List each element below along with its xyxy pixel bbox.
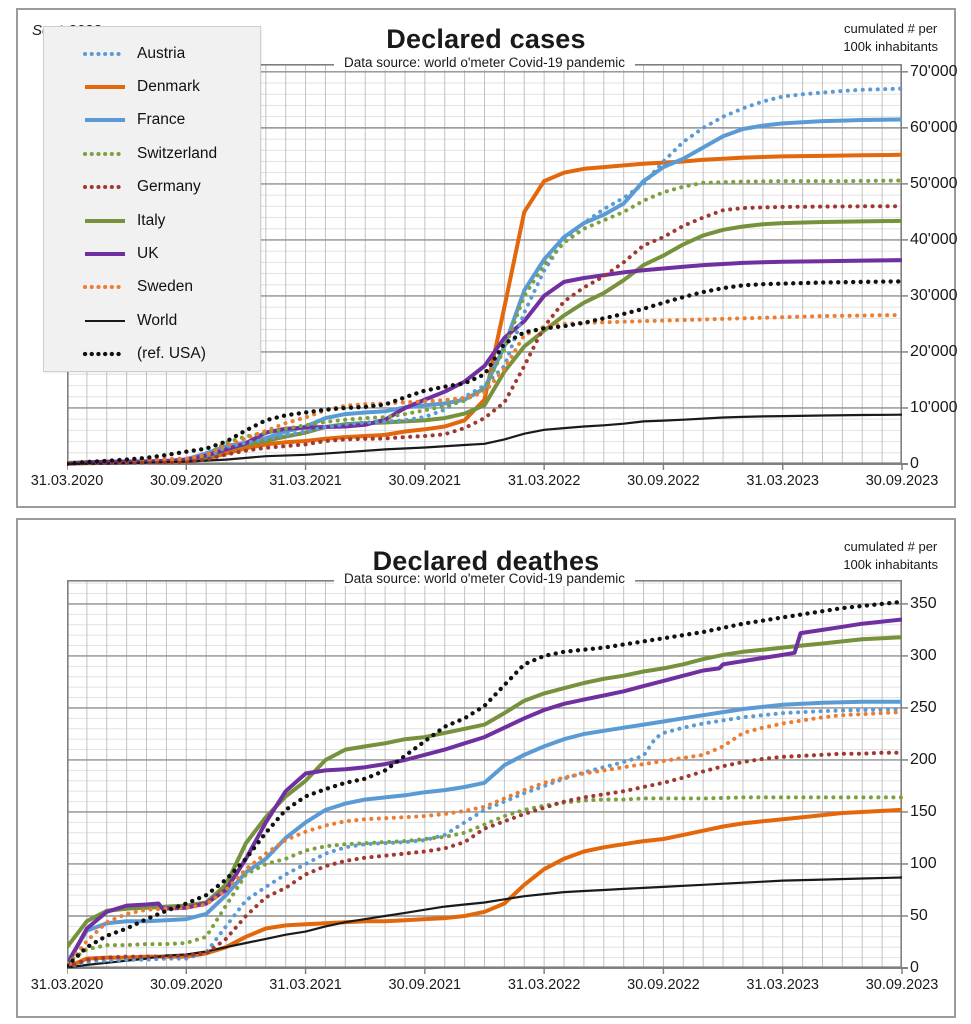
y-tick-label: 60'000 bbox=[910, 118, 958, 136]
legend-label: France bbox=[137, 111, 186, 129]
x-tick-label: 31.03.2020 bbox=[30, 473, 104, 489]
y-tick-label: 30'000 bbox=[910, 286, 958, 304]
y-tick-label: 70'000 bbox=[910, 62, 958, 80]
y-tick-label: 100 bbox=[910, 854, 937, 872]
x-tick-label: 31.03.2021 bbox=[269, 977, 342, 993]
cases-chart-title: Declared cases bbox=[386, 24, 586, 54]
series-sweden bbox=[67, 710, 904, 968]
y-tick-label: 300 bbox=[910, 646, 937, 664]
unit-line2: 100k inhabitants bbox=[843, 38, 938, 54]
legend-label: Italy bbox=[137, 211, 166, 229]
x-tick-label: 30.09.2023 bbox=[865, 977, 939, 993]
legend-item-denmark: Denmark bbox=[82, 70, 260, 103]
series-sweden bbox=[67, 313, 904, 465]
x-tick-label: 30.09.2020 bbox=[149, 977, 223, 993]
legend-swatch-dotted-line-icon bbox=[83, 285, 127, 290]
legend-label: World bbox=[137, 311, 178, 329]
series-switzerland bbox=[67, 178, 904, 465]
legend-label: Switzerland bbox=[137, 144, 218, 162]
legend-swatch-dotted-line-icon bbox=[83, 151, 127, 156]
x-tick-label: 30.09.2022 bbox=[627, 977, 700, 993]
chart-legend: Austria Denmark France Switzerland Germany It… bbox=[43, 26, 261, 372]
legend-label: UK bbox=[137, 245, 159, 263]
x-tick-label: 30.09.2020 bbox=[149, 473, 223, 489]
legend-item-switzerland: Switzerland bbox=[82, 137, 260, 170]
x-tick-label: 31.03.2021 bbox=[269, 473, 342, 489]
y-tick-label: 40'000 bbox=[910, 230, 958, 248]
x-tick-label: 31.03.2023 bbox=[746, 473, 819, 489]
legend-item-italy: Italy bbox=[82, 204, 260, 237]
legend-item-germany: Germany bbox=[82, 171, 260, 204]
series-switzerland bbox=[67, 795, 904, 965]
legend-item-world: World bbox=[82, 304, 260, 337]
y-tick-label: 0 bbox=[910, 959, 919, 976]
x-tick-label: 30.09.2021 bbox=[388, 977, 462, 993]
unit-line1: cumulated # per bbox=[844, 21, 938, 36]
y-tick-label: 200 bbox=[910, 750, 937, 768]
y-tick-label: 250 bbox=[910, 698, 937, 716]
series-germany bbox=[67, 750, 904, 969]
legend-label: Denmark bbox=[137, 78, 200, 96]
legend-item-ref-usa: (ref. USA) bbox=[82, 338, 260, 371]
legend-label: Sweden bbox=[137, 278, 194, 296]
legend-label: Germany bbox=[137, 178, 201, 196]
legend-swatch-solid-line-icon bbox=[85, 252, 125, 257]
deaths-chart-title: Declared deathes bbox=[372, 546, 600, 576]
x-tick-label: 31.03.2022 bbox=[507, 473, 581, 489]
deaths-chart-panel: Declared deathes cumulated # per 100k in… bbox=[16, 518, 956, 1018]
series-ref-usa bbox=[67, 279, 905, 466]
legend-swatch-solid-line-icon bbox=[85, 218, 125, 223]
y-tick-label: 50'000 bbox=[910, 174, 958, 192]
legend-swatch-solid-line-icon bbox=[85, 118, 125, 123]
legend-label: Austria bbox=[137, 44, 186, 62]
unit-line2: 100k inhabitants bbox=[843, 556, 938, 572]
y-tick-label: 20'000 bbox=[910, 342, 958, 360]
legend-item-uk: UK bbox=[82, 237, 260, 270]
series-france bbox=[67, 699, 902, 964]
declared-cases-plot bbox=[67, 64, 908, 470]
series-germany bbox=[67, 204, 904, 466]
x-tick-label: 30.09.2021 bbox=[388, 473, 462, 489]
y-tick-label: 0 bbox=[910, 455, 919, 472]
x-tick-label: 31.03.2020 bbox=[30, 977, 104, 993]
x-tick-label: 30.09.2023 bbox=[865, 473, 939, 489]
legend-item-austria: Austria bbox=[82, 37, 260, 70]
x-tick-label: 30.09.2022 bbox=[627, 473, 700, 489]
declared-deathes-plot bbox=[67, 580, 908, 974]
legend-swatch-solid-line-icon bbox=[85, 85, 125, 90]
series-world bbox=[67, 413, 903, 465]
y-tick-label: 50 bbox=[910, 906, 928, 924]
legend-item-france: France bbox=[82, 104, 260, 137]
cases-unit-label: cumulated # per 100k inhabitants bbox=[843, 20, 938, 55]
series-world bbox=[67, 876, 903, 969]
series-ref-usa bbox=[67, 599, 905, 969]
legend-swatch-dotted-line-icon bbox=[83, 185, 127, 190]
unit-line1: cumulated # per bbox=[844, 539, 938, 554]
x-tick-label: 31.03.2022 bbox=[507, 977, 581, 993]
legend-item-sweden: Sweden bbox=[82, 271, 260, 304]
deaths-unit-label: cumulated # per 100k inhabitants bbox=[843, 538, 938, 573]
legend-swatch-dotted-line-icon bbox=[83, 51, 127, 56]
cases-chart-panel: Sept-2023 Declared cases cumulated # per… bbox=[16, 8, 958, 508]
y-tick-label: 350 bbox=[910, 594, 937, 612]
x-tick-label: 31.03.2023 bbox=[746, 977, 819, 993]
legend-swatch-dotted-line-icon bbox=[82, 352, 128, 357]
legend-label: (ref. USA) bbox=[137, 345, 206, 363]
y-tick-label: 10'000 bbox=[910, 398, 958, 416]
legend-swatch-solid-line-icon bbox=[85, 319, 125, 322]
y-tick-label: 150 bbox=[910, 802, 937, 820]
series-france bbox=[67, 117, 903, 466]
